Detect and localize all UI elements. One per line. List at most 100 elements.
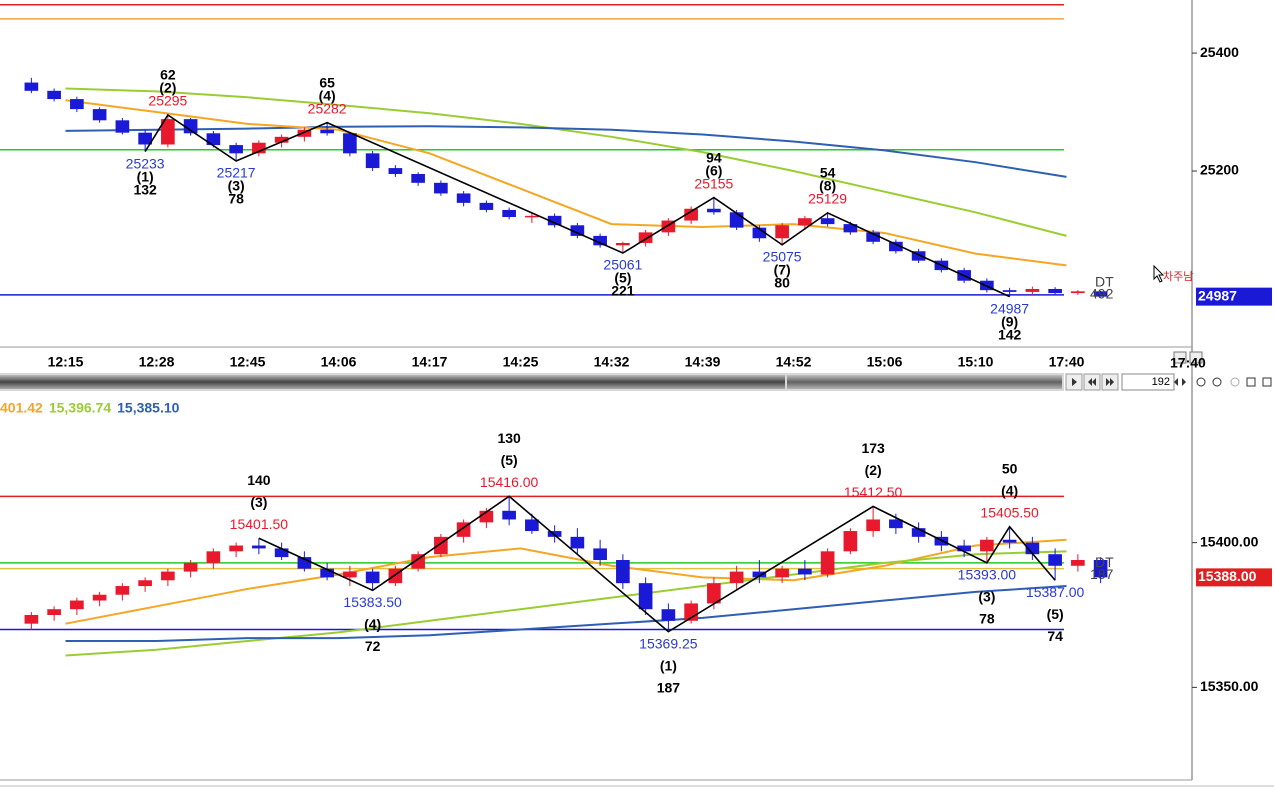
x-tick-label: 15:06 xyxy=(867,354,903,370)
candle-body xyxy=(798,218,812,226)
candle-body xyxy=(1071,291,1085,294)
pivot-price: 25295 xyxy=(148,93,187,109)
pivot-wave: (5) xyxy=(1047,606,1064,622)
pivot-wave: (1) xyxy=(137,168,154,184)
icon[interactable] xyxy=(1262,377,1272,387)
pivot-wave: (2) xyxy=(159,80,176,96)
pivot-price: 15412.50 xyxy=(844,484,903,500)
candle-body xyxy=(138,580,152,587)
candle-body xyxy=(1071,560,1085,566)
pivot-count: 80 xyxy=(774,274,790,290)
candle-body xyxy=(729,212,744,228)
candle-body xyxy=(365,153,380,169)
mouse-cursor xyxy=(1153,264,1165,283)
icon xyxy=(1072,378,1077,386)
pivot-wave: (8) xyxy=(819,178,836,194)
candle-body xyxy=(911,528,926,537)
pivot-wave: (3) xyxy=(250,494,267,510)
candle-body xyxy=(161,119,175,145)
pivot-count: 187 xyxy=(657,679,681,695)
pivot-wave: (4) xyxy=(1001,482,1018,498)
candle-body xyxy=(479,510,494,523)
candle-body xyxy=(502,209,516,218)
legend-entry: 401.42 xyxy=(0,400,43,416)
x-tick-label: 14:25 xyxy=(503,354,539,370)
scrollbar-thumb[interactable] xyxy=(787,375,1062,389)
pivot-wave: (5) xyxy=(614,270,631,286)
candle-body xyxy=(570,536,585,549)
candle-body xyxy=(252,545,266,549)
candle-body xyxy=(24,615,39,624)
candle-body xyxy=(206,551,221,563)
time-label: 17:40 xyxy=(1170,355,1206,371)
pivot-count: 65 xyxy=(319,74,335,90)
candle-body xyxy=(775,225,789,239)
pivot-count: 221 xyxy=(611,283,635,299)
candle-body xyxy=(911,251,926,261)
y-tick-label: 15400.00 xyxy=(1200,533,1259,549)
ma-line xyxy=(65,87,1067,237)
icon xyxy=(1106,378,1114,386)
pivot-price: 15393.00 xyxy=(958,567,1017,583)
candle-body xyxy=(115,586,130,595)
candle-body xyxy=(229,145,243,154)
zoom-icons[interactable] xyxy=(1173,351,1272,387)
bar-count: 192 xyxy=(1152,376,1170,388)
icon[interactable] xyxy=(1196,377,1206,387)
pivot-count: 72 xyxy=(365,638,381,654)
candle-body xyxy=(411,554,425,569)
icon[interactable] xyxy=(1230,377,1240,387)
pivot-count: 94 xyxy=(706,149,722,165)
icon[interactable] xyxy=(1212,377,1222,387)
candle-body xyxy=(411,173,425,183)
pivot-wave: (5) xyxy=(501,452,518,468)
x-tick-label: 12:45 xyxy=(230,354,266,370)
last-price-box xyxy=(1196,568,1272,587)
candle-body xyxy=(843,224,858,233)
x-tick-label: 12:15 xyxy=(48,354,84,370)
pivot-price: 25075 xyxy=(763,248,802,264)
candle-body xyxy=(661,609,676,621)
candle-body xyxy=(320,129,334,134)
candle-body xyxy=(593,235,607,246)
candle-body xyxy=(70,99,84,110)
candle-body xyxy=(820,218,835,225)
icon[interactable] xyxy=(1246,377,1256,387)
ma-line xyxy=(65,99,1067,267)
candle-body xyxy=(24,82,39,91)
candle-body xyxy=(638,583,653,610)
icon[interactable] xyxy=(1174,378,1186,386)
pivot-count: 140 xyxy=(247,472,271,488)
dt-label: DT xyxy=(1095,273,1114,289)
candle-body xyxy=(616,242,630,246)
candle-body xyxy=(92,109,107,121)
pivot-price: 15405.50 xyxy=(980,504,1039,520)
candle-body xyxy=(661,220,676,233)
candle-body xyxy=(752,227,767,239)
candle-body xyxy=(183,562,198,572)
x-tick-label: 14:06 xyxy=(321,354,357,370)
candle-body xyxy=(525,519,539,532)
dt-label: DT xyxy=(1095,554,1114,570)
pivot-price: 15383.50 xyxy=(343,594,402,610)
candle-body xyxy=(183,119,198,134)
candle-body xyxy=(1025,288,1040,292)
icon[interactable] xyxy=(1173,351,1187,364)
scrollbar-thumb[interactable] xyxy=(0,375,785,389)
candle-body xyxy=(638,232,653,243)
pivot-wave: (9) xyxy=(1001,313,1018,329)
pivot-price: 25129 xyxy=(808,191,847,207)
candle-body xyxy=(525,215,539,218)
pivot-count: 62 xyxy=(160,67,176,83)
candle-body xyxy=(798,568,812,575)
icon[interactable] xyxy=(1189,351,1203,364)
candle-body xyxy=(707,583,721,604)
scroll-buttons[interactable] xyxy=(1065,373,1119,391)
pivot-wave: (7) xyxy=(774,261,791,277)
candle-body xyxy=(616,560,630,584)
candle-body xyxy=(889,241,903,252)
pivot-price: 24987 xyxy=(990,300,1029,316)
candle-body xyxy=(980,539,994,552)
legend-entry: 15,396.74 xyxy=(49,400,111,416)
pivot-price: 25233 xyxy=(126,155,165,171)
